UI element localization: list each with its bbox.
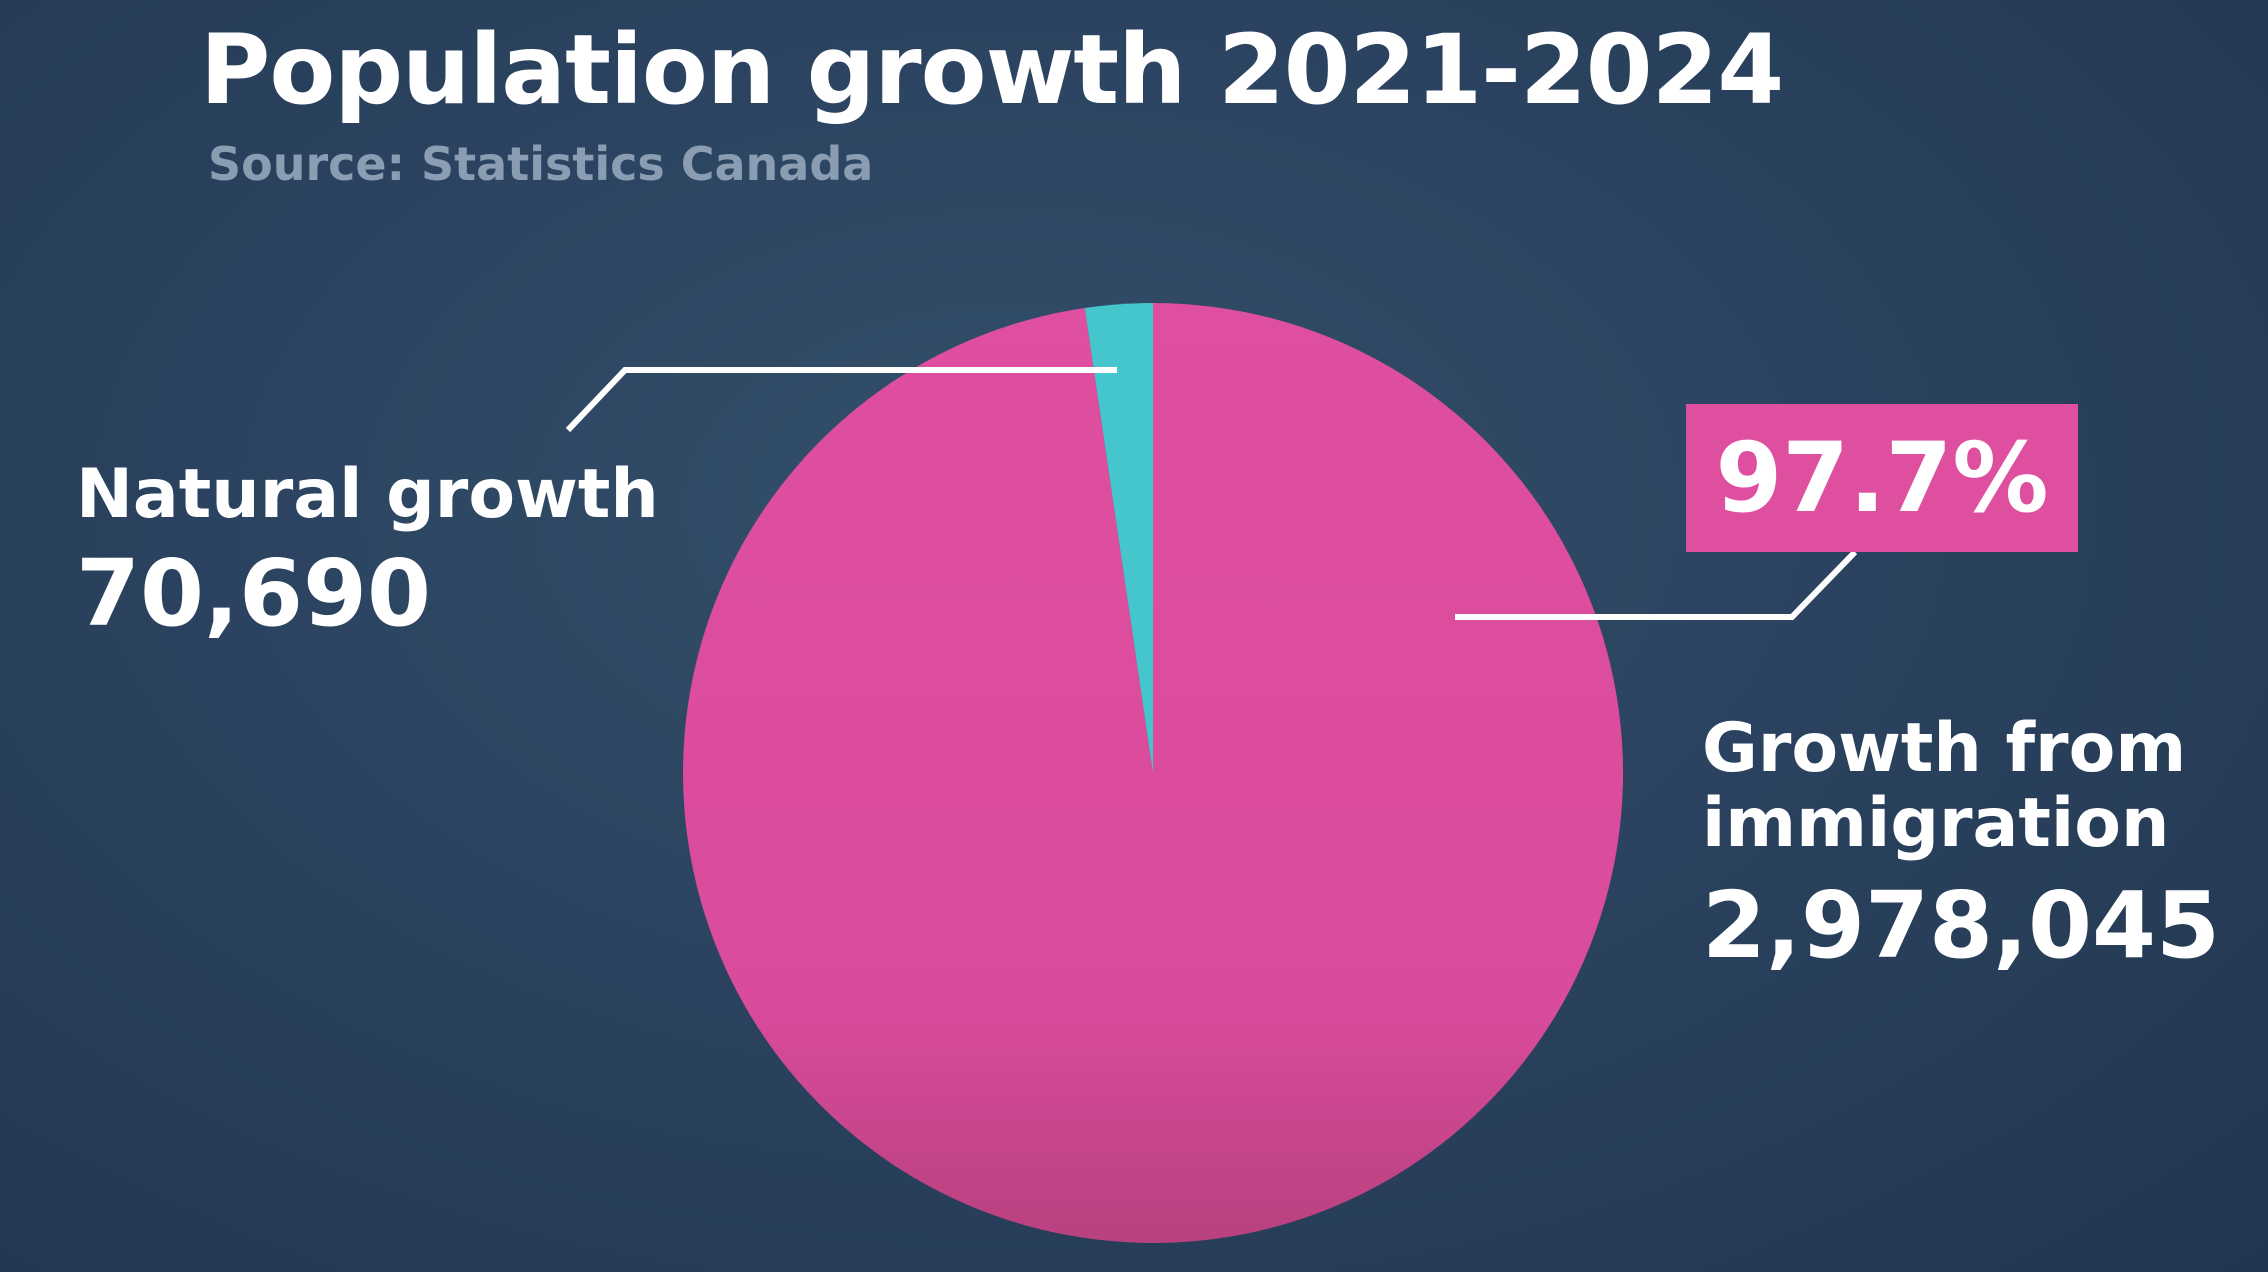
chart-title: Population growth 2021-2024 (200, 14, 1784, 126)
immigration-growth-label: Growth from immigration (1702, 709, 2187, 863)
pie-slice-natural-growth (1084, 303, 1153, 773)
natural-growth-label: Natural growth (76, 455, 659, 534)
immigration-leader-line (1455, 549, 1858, 620)
natural-growth-leader-line (565, 367, 1117, 433)
natural-growth-value: 70,690 (76, 540, 432, 647)
chart-subtitle: Source: Statistics Canada (208, 137, 874, 191)
pie-slice-immigration (683, 303, 1624, 1243)
immigration-growth-value: 2,978,045 (1702, 872, 2220, 979)
immigration-percent-badge: 97.7% (1686, 404, 2078, 552)
